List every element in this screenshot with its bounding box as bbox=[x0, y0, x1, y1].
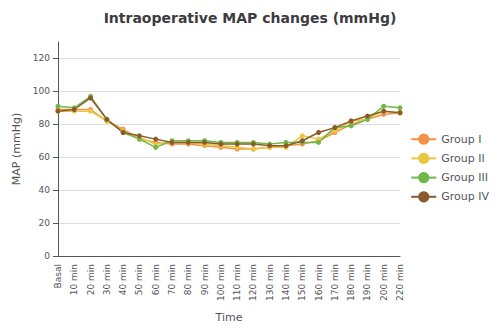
svg-text:Basal: Basal bbox=[53, 264, 63, 288]
svg-text:100: 100 bbox=[33, 86, 50, 96]
svg-text:80: 80 bbox=[39, 119, 51, 129]
svg-text:180 min: 180 min bbox=[346, 264, 356, 301]
svg-text:90 min: 90 min bbox=[200, 264, 210, 295]
svg-text:80 min: 80 min bbox=[183, 264, 193, 295]
svg-text:40: 40 bbox=[39, 185, 51, 195]
svg-text:60: 60 bbox=[39, 152, 51, 162]
svg-text:10 min: 10 min bbox=[69, 264, 79, 295]
svg-text:Group III: Group III bbox=[441, 171, 488, 184]
svg-text:120: 120 bbox=[33, 53, 50, 63]
svg-text:70 min: 70 min bbox=[167, 264, 177, 295]
svg-text:160 min: 160 min bbox=[314, 264, 324, 301]
svg-text:MAP (mmHg): MAP (mmHg) bbox=[10, 113, 23, 185]
svg-text:30 min: 30 min bbox=[102, 264, 112, 295]
svg-text:Time: Time bbox=[215, 311, 243, 324]
svg-text:0: 0 bbox=[44, 251, 50, 261]
svg-text:100 min: 100 min bbox=[216, 264, 226, 301]
svg-text:50 min: 50 min bbox=[134, 264, 144, 295]
svg-text:190 min: 190 min bbox=[362, 264, 372, 301]
svg-text:220 min: 220 min bbox=[395, 264, 405, 301]
svg-text:120 min: 120 min bbox=[248, 264, 258, 301]
svg-text:20 min: 20 min bbox=[86, 264, 96, 295]
svg-text:200 min: 200 min bbox=[379, 264, 389, 301]
svg-text:Group IV: Group IV bbox=[441, 190, 489, 203]
svg-text:110 min: 110 min bbox=[232, 264, 242, 301]
svg-text:60 min: 60 min bbox=[151, 264, 161, 295]
svg-text:Intraoperative MAP changes (mm: Intraoperative MAP changes (mmHg) bbox=[104, 10, 397, 26]
svg-text:Group II: Group II bbox=[441, 152, 484, 165]
svg-text:170 min: 170 min bbox=[330, 264, 340, 301]
svg-text:140 min: 140 min bbox=[281, 264, 291, 301]
svg-text:Group I: Group I bbox=[441, 133, 481, 146]
svg-text:20: 20 bbox=[39, 218, 51, 228]
svg-text:130 min: 130 min bbox=[265, 264, 275, 301]
svg-text:40 min: 40 min bbox=[118, 264, 128, 295]
svg-text:150 min: 150 min bbox=[297, 264, 307, 301]
